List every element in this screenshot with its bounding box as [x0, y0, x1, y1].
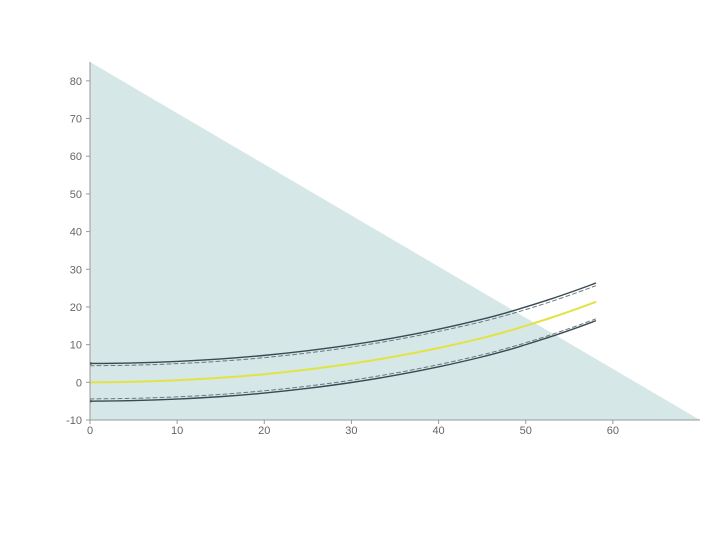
x-tick-label: 50	[520, 425, 532, 437]
x-tick-label: 60	[607, 425, 619, 437]
x-tick-label: 40	[432, 425, 444, 437]
y-tick-label: 60	[70, 151, 82, 163]
y-tick-label: 10	[70, 340, 82, 352]
x-tick-label: 20	[258, 425, 270, 437]
x-tick-label: 30	[345, 425, 357, 437]
chart-container: -10 0 10 20 30 40 50 60 70 80 0 10 20 30 40 50 60	[0, 0, 720, 540]
y-tick-label: 80	[70, 76, 82, 88]
x-tick-label: 10	[171, 425, 183, 437]
chart-svg: -10 0 10 20 30 40 50 60 70 80 0 10 20 30 40 50 60	[0, 0, 720, 540]
x-tick-label: 0	[87, 425, 93, 437]
y-tick-label: 0	[76, 377, 82, 389]
y-tick-label: 20	[70, 302, 82, 314]
y-tick-label: 70	[70, 114, 82, 126]
y-tick-label: 30	[70, 264, 82, 276]
y-tick-label: -10	[66, 415, 82, 427]
y-tick-label: 40	[70, 227, 82, 239]
y-tick-label: 50	[70, 189, 82, 201]
